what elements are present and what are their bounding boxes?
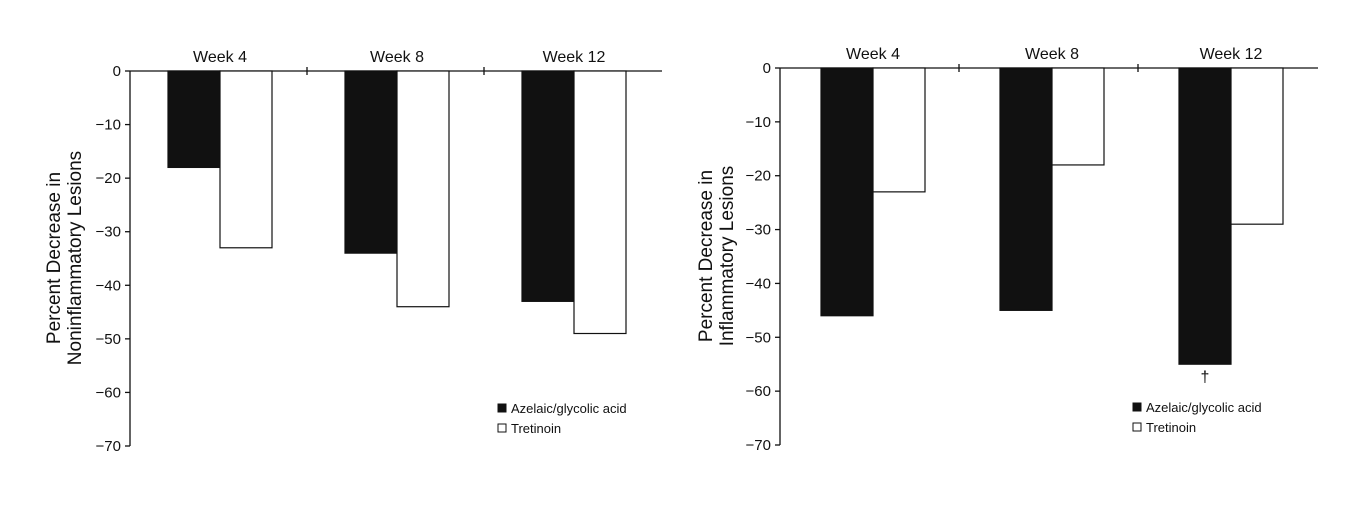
- y-tick-label: −10: [96, 117, 121, 134]
- y-axis-label-line: Inflammatory Lesions: [717, 166, 738, 347]
- y-tick-label: −70: [746, 437, 771, 454]
- chart-inflammatory-lesions: 0 −10 −20 −30 −40 −50 −60 −70 Week 4 Week 8 Week 1…: [696, 46, 1318, 454]
- y-tick-label: −40: [96, 277, 121, 294]
- y-axis-label: Percent Decrease inNoninflammatory Lesio…: [44, 151, 86, 365]
- category-label: Week 12: [543, 49, 606, 66]
- category-label: Week 12: [1200, 46, 1263, 63]
- y-tick-label: −10: [746, 114, 771, 131]
- bar-tretinoin: [396, 70, 450, 308]
- category-label: Week 8: [370, 49, 424, 66]
- y-tick-label: 0: [763, 60, 771, 77]
- bar-azelaic-glycolic-acid: [521, 70, 575, 302]
- y-axis-label-line: Percent Decrease in: [44, 172, 65, 344]
- y-tick-label: −30: [746, 222, 771, 239]
- significance-marker: †: [1201, 369, 1210, 386]
- chart-noninflammatory-lesions: 0 −10 −20 −30 −40 −50 −60 −70 Week 4 Week 8 Week 1…: [44, 49, 662, 455]
- y-axis-label-line: Noninflammatory Lesions: [65, 151, 86, 365]
- y-axis-label: Percent Decrease inInflammatory Lesions: [696, 166, 738, 347]
- legend-label: Azelaic/glycolic acid: [1146, 400, 1262, 415]
- y-axis-label-line: Percent Decrease in: [696, 170, 717, 342]
- legend-swatch: [497, 403, 507, 413]
- legend-label: Tretinoin: [1146, 420, 1196, 435]
- category-label: Week 8: [1025, 46, 1079, 63]
- y-tick-label: −20: [96, 170, 121, 187]
- y-tick-label: −30: [96, 224, 121, 241]
- legend-swatch: [1132, 402, 1142, 412]
- bar-tretinoin: [872, 67, 926, 193]
- bar-tretinoin: [219, 70, 273, 249]
- bar-azelaic-glycolic-acid: [1178, 67, 1232, 365]
- legend-swatch: [497, 423, 507, 433]
- bar-tretinoin: [573, 70, 627, 335]
- bar-azelaic-glycolic-acid: [820, 67, 874, 317]
- bar-tretinoin: [1051, 67, 1105, 166]
- y-tick-label: −20: [746, 168, 771, 185]
- y-tick-label: 0: [113, 63, 121, 80]
- bar-azelaic-glycolic-acid: [167, 70, 221, 169]
- y-tick-label: −50: [746, 329, 771, 346]
- legend-swatch: [1132, 422, 1142, 432]
- y-tick-label: −70: [96, 438, 121, 455]
- legend-label: Tretinoin: [511, 421, 561, 436]
- category-label: Week 4: [193, 49, 247, 66]
- bar-azelaic-glycolic-acid: [999, 67, 1053, 311]
- bar-tretinoin: [1230, 67, 1284, 225]
- bar-azelaic-glycolic-acid: [344, 70, 398, 254]
- y-tick-label: −60: [746, 383, 771, 400]
- y-tick-label: −60: [96, 384, 121, 401]
- category-label: Week 4: [846, 46, 900, 63]
- y-tick-label: −50: [96, 331, 121, 348]
- y-tick-label: −40: [746, 275, 771, 292]
- legend-label: Azelaic/glycolic acid: [511, 401, 627, 416]
